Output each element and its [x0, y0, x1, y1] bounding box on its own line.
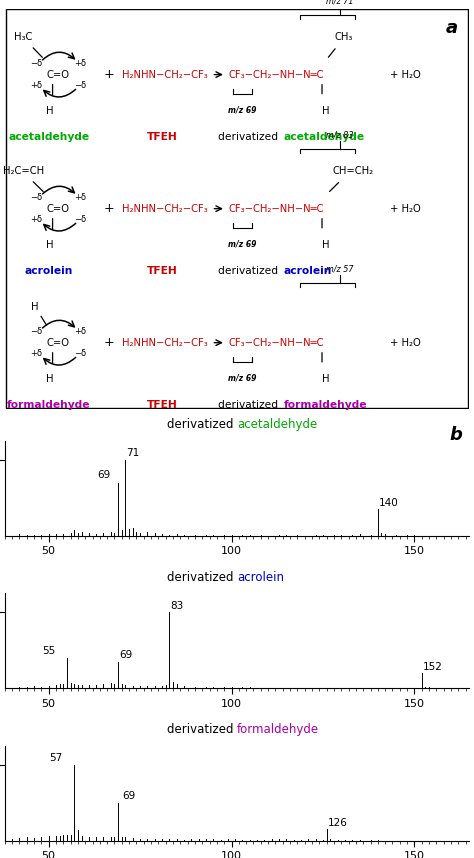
Text: acrolein: acrolein — [283, 266, 332, 275]
Text: 69: 69 — [97, 470, 110, 480]
Text: b: b — [449, 426, 462, 444]
Text: TFEH: TFEH — [147, 266, 178, 275]
Text: H: H — [321, 239, 329, 250]
Text: 83: 83 — [170, 601, 183, 611]
Text: acrolein: acrolein — [25, 266, 73, 275]
Text: derivatized: derivatized — [218, 131, 281, 142]
Text: 55: 55 — [42, 646, 55, 656]
Text: TFEH: TFEH — [147, 400, 178, 410]
Text: 69: 69 — [122, 791, 136, 801]
Text: H: H — [321, 106, 329, 116]
Text: 71: 71 — [126, 448, 139, 458]
Text: +δ: +δ — [74, 59, 86, 68]
Text: acetaldehyde: acetaldehyde — [9, 131, 90, 142]
Text: 140: 140 — [379, 498, 399, 508]
Text: CH=CH₂: CH=CH₂ — [333, 166, 374, 176]
Text: formaldehyde: formaldehyde — [283, 400, 367, 410]
Text: +δ: +δ — [30, 82, 42, 90]
Text: acrolein: acrolein — [237, 571, 284, 583]
Text: −δ: −δ — [74, 82, 87, 90]
Text: m/z 83: m/z 83 — [326, 130, 354, 140]
Text: CF₃−CH₂−NH−N═C: CF₃−CH₂−NH−N═C — [229, 338, 324, 347]
Text: m/z 69: m/z 69 — [228, 373, 257, 382]
Text: H: H — [321, 374, 329, 384]
Text: CH₃: CH₃ — [335, 32, 353, 41]
Text: C=O: C=O — [46, 203, 70, 214]
Text: +δ: +δ — [30, 349, 42, 359]
Text: derivatized: derivatized — [167, 723, 237, 736]
Text: acetaldehyde: acetaldehyde — [283, 131, 365, 142]
Text: +δ: +δ — [74, 327, 86, 336]
Text: CF₃−CH₂−NH−N═C: CF₃−CH₂−NH−N═C — [229, 203, 324, 214]
Text: + H₂O: + H₂O — [390, 203, 420, 214]
Text: m/z 71: m/z 71 — [326, 0, 354, 6]
Text: +δ: +δ — [30, 215, 42, 224]
Text: H₂NHN−CH₂−CF₃: H₂NHN−CH₂−CF₃ — [122, 69, 208, 80]
Text: derivatized: derivatized — [167, 418, 237, 432]
Text: H₂NHN−CH₂−CF₃: H₂NHN−CH₂−CF₃ — [122, 203, 208, 214]
Text: m/z 57: m/z 57 — [326, 265, 354, 274]
Text: acetaldehyde: acetaldehyde — [237, 418, 317, 432]
Text: 69: 69 — [119, 650, 132, 660]
Text: −δ: −δ — [30, 327, 42, 336]
Text: formaldehyde: formaldehyde — [7, 400, 91, 410]
Text: formaldehyde: formaldehyde — [237, 723, 319, 736]
Text: CF₃−CH₂−NH−N═C: CF₃−CH₂−NH−N═C — [229, 69, 324, 80]
Text: 57: 57 — [49, 753, 63, 763]
Text: −δ: −δ — [74, 215, 87, 224]
Text: H: H — [31, 302, 39, 311]
Text: derivatized: derivatized — [218, 266, 281, 275]
Text: derivatized: derivatized — [167, 571, 237, 583]
Text: 152: 152 — [423, 662, 443, 672]
Text: −δ: −δ — [30, 193, 42, 202]
Text: C=O: C=O — [46, 69, 70, 80]
Text: +: + — [104, 336, 115, 349]
Text: m/z 69: m/z 69 — [228, 239, 257, 248]
FancyBboxPatch shape — [6, 9, 468, 408]
Text: 126: 126 — [328, 818, 347, 828]
Text: H: H — [46, 239, 54, 250]
Text: a: a — [446, 19, 457, 37]
Text: H: H — [46, 106, 54, 116]
Text: −δ: −δ — [74, 349, 87, 359]
Text: −δ: −δ — [30, 59, 42, 68]
Text: C=O: C=O — [46, 338, 70, 347]
Text: + H₂O: + H₂O — [390, 69, 420, 80]
Text: + H₂O: + H₂O — [390, 338, 420, 347]
Text: +: + — [104, 68, 115, 82]
Text: H₂NHN−CH₂−CF₃: H₂NHN−CH₂−CF₃ — [122, 338, 208, 347]
Text: derivatized: derivatized — [218, 400, 281, 410]
Text: m/z 69: m/z 69 — [228, 105, 257, 114]
Text: H₃C: H₃C — [14, 32, 33, 41]
Text: TFEH: TFEH — [147, 131, 178, 142]
Text: +δ: +δ — [74, 193, 86, 202]
Text: H₂C=CH: H₂C=CH — [3, 166, 44, 176]
Text: H: H — [46, 374, 54, 384]
Text: +: + — [104, 202, 115, 215]
